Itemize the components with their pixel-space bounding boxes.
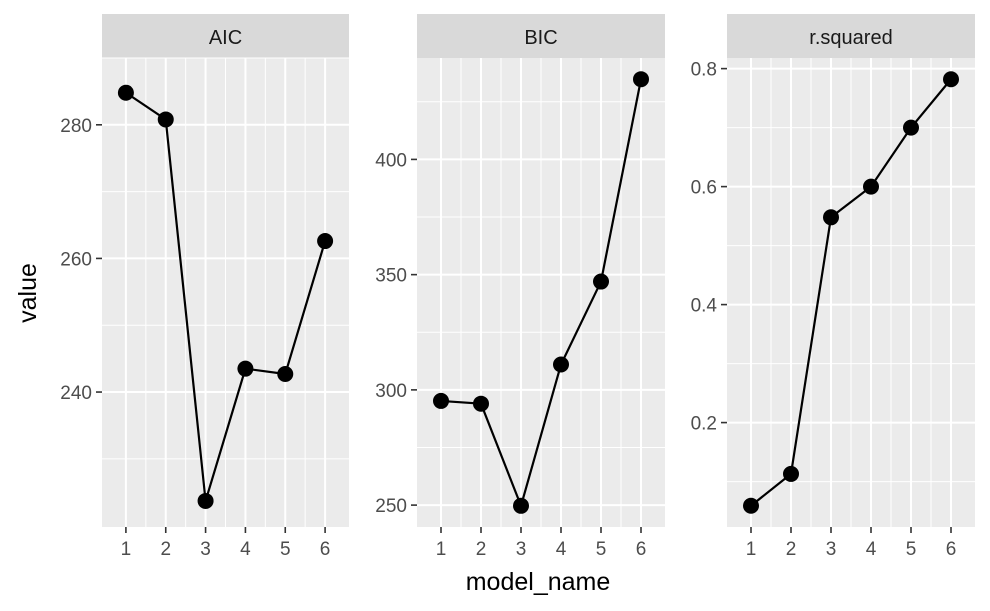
data-point bbox=[237, 360, 254, 377]
x-tick-label: 4 bbox=[240, 539, 251, 560]
x-tick-label: 1 bbox=[121, 539, 132, 560]
x-tick-label: 6 bbox=[946, 539, 957, 560]
y-tick-label: 400 bbox=[375, 150, 407, 171]
data-point bbox=[513, 497, 529, 514]
facet-strip bbox=[727, 14, 975, 58]
data-point bbox=[743, 497, 759, 514]
data-point bbox=[277, 366, 294, 383]
data-point bbox=[433, 392, 449, 409]
facet-strip-label: r.squared bbox=[809, 27, 892, 49]
facet-panel-1: BIC 250 300 350 400 1 2 3 4 5 6 bbox=[375, 14, 665, 560]
data-point bbox=[903, 119, 919, 136]
data-point bbox=[473, 395, 489, 412]
y-tick-label: 250 bbox=[375, 496, 407, 517]
x-tick-label: 4 bbox=[866, 539, 877, 560]
x-tick-label: 2 bbox=[160, 539, 171, 560]
facet-strip-label: BIC bbox=[524, 27, 557, 49]
x-tick-label: 1 bbox=[436, 539, 447, 560]
data-point bbox=[783, 465, 799, 482]
y-tick-label: 0.4 bbox=[691, 296, 718, 317]
x-tick-label: 5 bbox=[596, 539, 607, 560]
data-point bbox=[593, 273, 609, 290]
facet-panel-2: r.squared 0.2 0.4 0.6 0.8 1 2 3 4 5 6 bbox=[691, 14, 975, 560]
y-tick-label: 260 bbox=[60, 249, 92, 270]
data-point bbox=[553, 356, 569, 373]
data-point bbox=[943, 71, 959, 88]
x-tick-label: 3 bbox=[826, 539, 837, 560]
x-tick-label: 3 bbox=[516, 539, 527, 560]
x-tick-label: 2 bbox=[786, 539, 797, 560]
x-axis-title: model_name bbox=[466, 568, 611, 596]
facet-strip bbox=[417, 14, 665, 58]
data-point bbox=[117, 84, 134, 101]
facet-strip bbox=[102, 14, 349, 58]
x-tick-label: 3 bbox=[200, 539, 211, 560]
data-point bbox=[823, 209, 839, 226]
y-axis-title: value bbox=[14, 263, 42, 323]
x-tick-label: 6 bbox=[636, 539, 647, 560]
x-tick-label: 5 bbox=[280, 539, 291, 560]
y-tick-label: 0.2 bbox=[691, 414, 717, 435]
x-tick-label: 4 bbox=[556, 539, 567, 560]
facet-panel-0: AIC 240 260 280 1 2 3 4 5 6 bbox=[60, 14, 349, 560]
data-point bbox=[197, 492, 214, 509]
x-tick-label: 2 bbox=[476, 539, 487, 560]
y-tick-label: 0.6 bbox=[691, 178, 717, 199]
x-tick-label: 5 bbox=[906, 539, 917, 560]
x-tick-label: 1 bbox=[746, 539, 757, 560]
facet-strip-label: AIC bbox=[209, 27, 242, 49]
data-point bbox=[157, 111, 174, 128]
data-point bbox=[863, 178, 879, 195]
y-tick-label: 240 bbox=[60, 383, 92, 404]
y-tick-label: 280 bbox=[60, 116, 92, 137]
x-tick-label: 6 bbox=[320, 539, 331, 560]
series-line-r.squared bbox=[750, 78, 952, 507]
data-point bbox=[633, 71, 649, 88]
data-point bbox=[317, 233, 334, 250]
y-tick-label: 350 bbox=[375, 266, 407, 287]
y-tick-label: 300 bbox=[375, 381, 407, 402]
y-tick-label: 0.8 bbox=[691, 60, 717, 81]
